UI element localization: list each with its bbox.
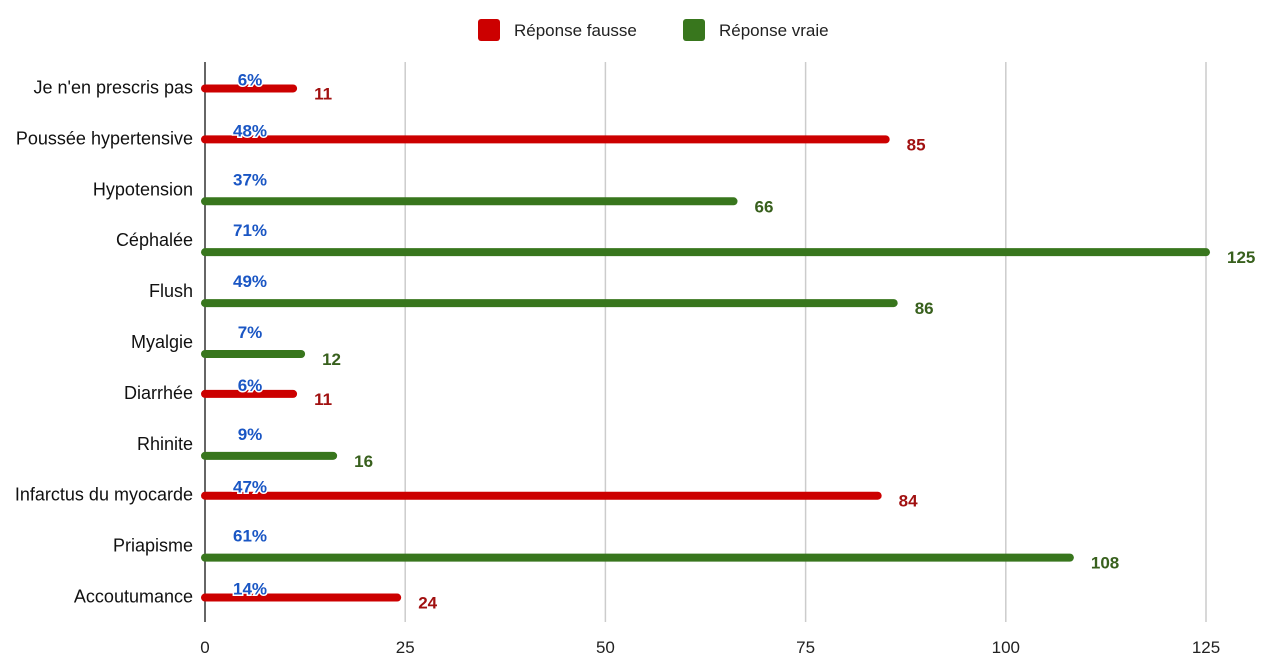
gridlines xyxy=(404,62,1207,622)
value-label: 11 xyxy=(314,390,332,409)
category-label: Je n'en prescris pas xyxy=(33,77,193,97)
percent-label: 6% xyxy=(238,376,263,395)
value-label: 66 xyxy=(755,197,774,216)
x-tick-label: 50 xyxy=(596,638,615,655)
legend-item-false[interactable]: Réponse fausse xyxy=(478,19,637,41)
x-axis-ticks: 0 25 50 75 100 125 xyxy=(200,638,1220,655)
percent-labels: 6% 48% 37% 71% 49% 7% 6% 9% 47% 61% 14% xyxy=(231,69,268,600)
category-label: Diarrhée xyxy=(124,383,193,403)
category-label: Accoutumance xyxy=(74,587,193,607)
percent-label: 6% xyxy=(238,70,263,89)
legend-swatch-true xyxy=(683,19,705,41)
percent-label: 48% xyxy=(233,121,267,140)
value-label: 16 xyxy=(354,452,373,471)
value-label: 24 xyxy=(418,594,437,613)
percent-label: 9% xyxy=(238,425,263,444)
value-label: 11 xyxy=(314,84,332,103)
percent-label: 37% xyxy=(233,170,267,189)
category-label: Priapisme xyxy=(113,536,193,556)
category-label: Myalgie xyxy=(131,332,193,352)
value-label: 85 xyxy=(907,135,926,154)
percent-label: 61% xyxy=(233,527,267,546)
category-label: Céphalée xyxy=(116,230,193,250)
category-label: Infarctus du myocarde xyxy=(15,485,193,505)
category-label: Hypotension xyxy=(93,179,193,199)
percent-label: 47% xyxy=(233,478,267,497)
bars xyxy=(201,84,1210,602)
legend-item-true[interactable]: Réponse vraie xyxy=(683,19,829,41)
value-label: 108 xyxy=(1091,554,1119,573)
value-label: 12 xyxy=(322,350,341,369)
x-tick-label: 100 xyxy=(992,638,1020,655)
percent-label: 49% xyxy=(233,272,267,291)
percent-label: 71% xyxy=(233,221,267,240)
x-tick-label: 125 xyxy=(1192,638,1220,655)
value-labels: 11 85 66 125 86 12 11 16 84 108 24 xyxy=(314,84,1255,612)
percent-label: 7% xyxy=(238,323,263,342)
value-label: 86 xyxy=(915,299,934,318)
category-label: Poussée hypertensive xyxy=(16,128,193,148)
percent-label: 14% xyxy=(233,580,267,599)
x-tick-label: 25 xyxy=(396,638,415,655)
category-labels: Je n'en prescris pas Poussée hypertensive… xyxy=(15,77,193,606)
value-label: 84 xyxy=(899,492,918,511)
x-tick-label: 75 xyxy=(796,638,815,655)
category-label: Rhinite xyxy=(137,434,193,454)
x-tick-label: 0 xyxy=(200,638,209,655)
legend-swatch-false xyxy=(478,19,500,41)
category-label: Flush xyxy=(149,281,193,301)
value-label: 125 xyxy=(1227,248,1255,267)
legend-label-true: Réponse vraie xyxy=(719,21,829,40)
legend-label-false: Réponse fausse xyxy=(514,21,637,40)
legend: Réponse fausse Réponse vraie xyxy=(478,19,829,41)
